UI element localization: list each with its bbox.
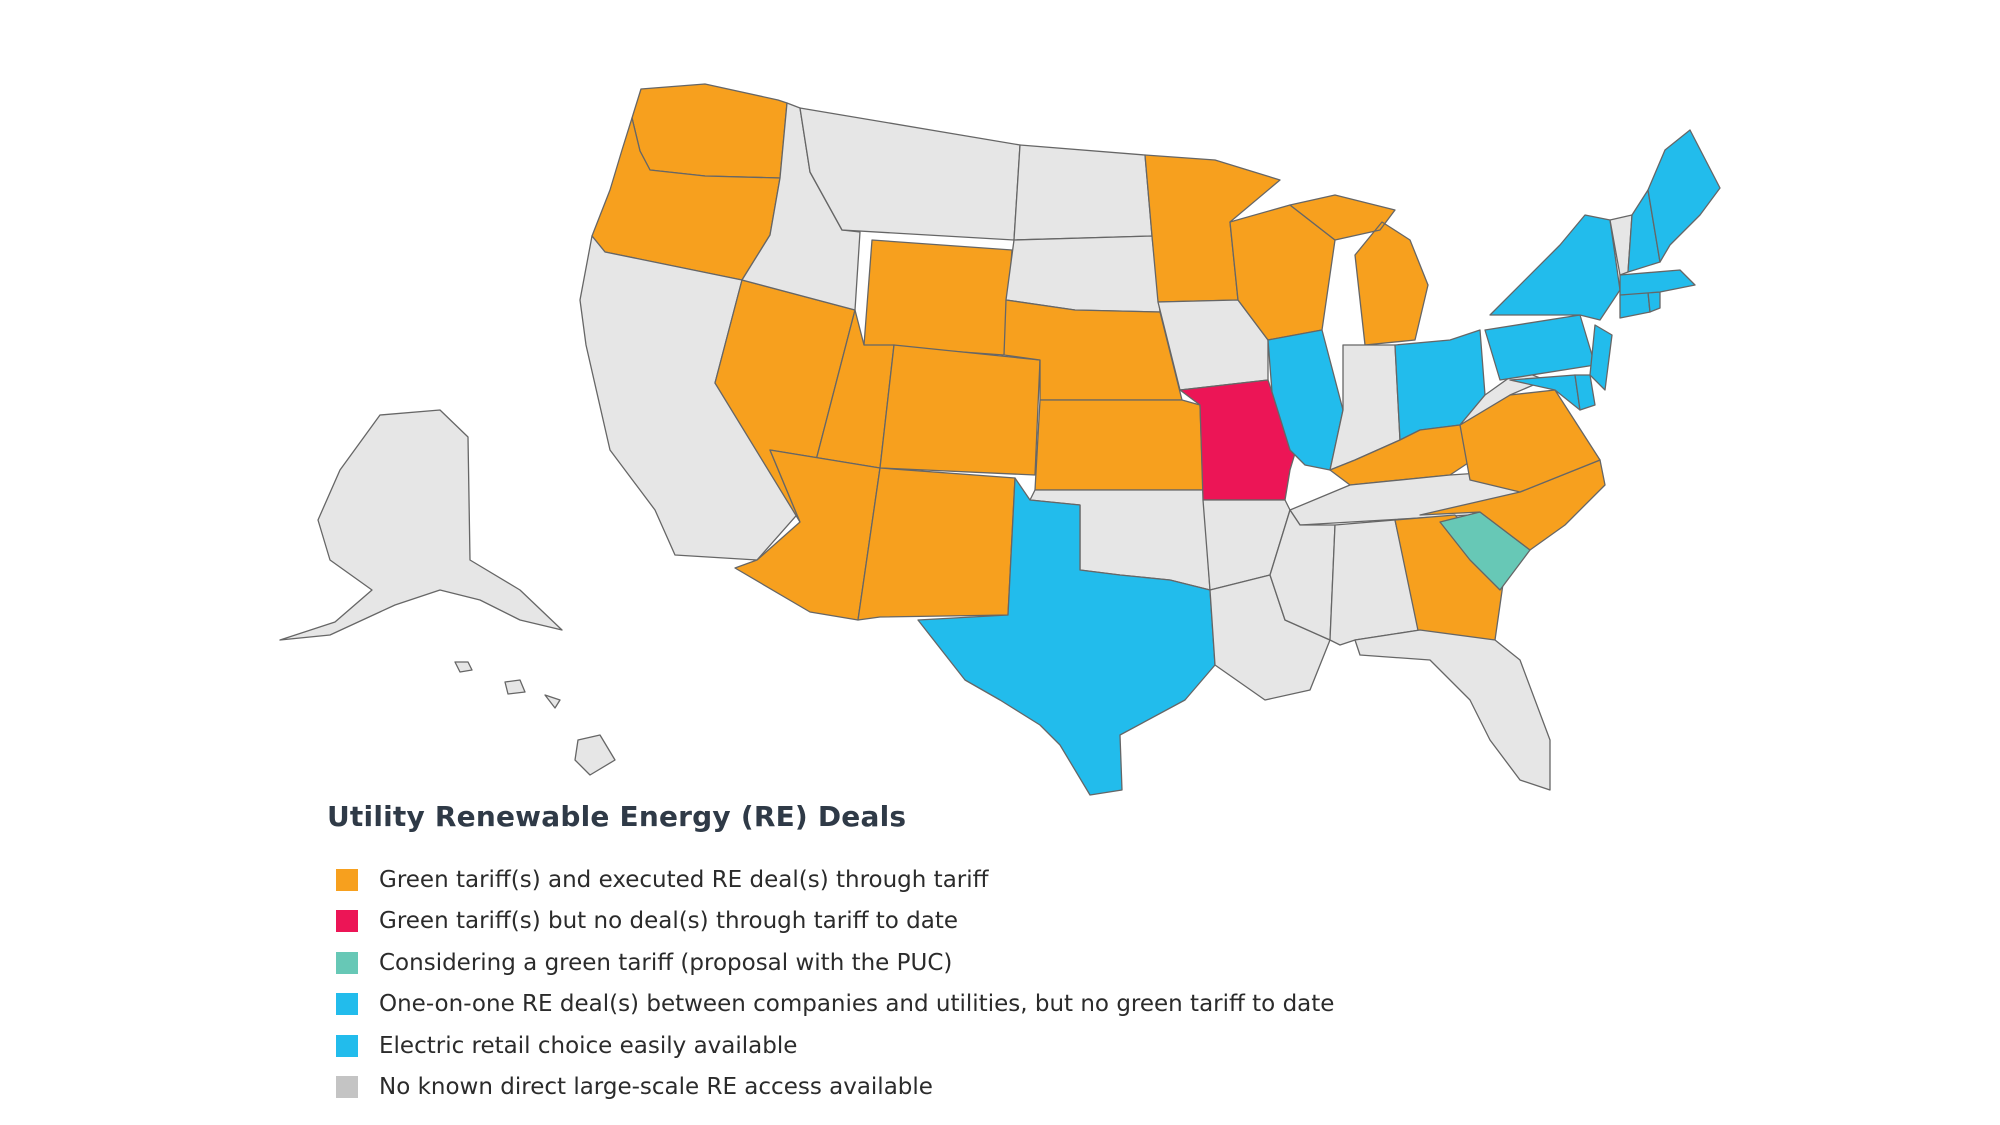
state-nd: [1013, 144, 1153, 241]
state-mt: [799, 107, 1021, 241]
legend-label: Green tariff(s) but no deal(s) through t…: [379, 908, 959, 935]
legend-label: No known direct large-scale RE access av…: [379, 1074, 933, 1101]
state-de: [1574, 374, 1596, 411]
state-wa: [631, 83, 788, 179]
legend-item: Green tariff(s) and executed RE deal(s) …: [327, 859, 1727, 901]
legend-label: Electric retail choice easily available: [379, 1032, 798, 1059]
legend-swatch: [336, 1034, 358, 1057]
legend-item: Green tariff(s) but no deal(s) through t…: [327, 901, 1727, 943]
state-co: [879, 344, 1041, 476]
legend-swatch: [336, 951, 358, 974]
state-hi: [454, 661, 616, 776]
state-mi: [1289, 194, 1429, 346]
state-sc: [1439, 511, 1531, 591]
legend-swatch: [336, 1076, 358, 1099]
legend-item: Considering a green tariff (proposal wit…: [327, 942, 1727, 984]
state-pa: [1484, 314, 1596, 381]
states-layer: [279, 83, 1721, 796]
state-mo: [1179, 379, 1306, 501]
state-nj: [1589, 324, 1613, 391]
legend-item: No known direct large-scale RE access av…: [327, 1067, 1727, 1109]
legend-label: Considering a green tariff (proposal wit…: [379, 949, 953, 976]
state-fl: [1354, 629, 1551, 791]
legend-title: Utility Renewable Energy (RE) Deals: [327, 800, 907, 833]
legend-item: One-on-one RE deal(s) between companies …: [327, 984, 1727, 1026]
state-ma: [1619, 269, 1696, 296]
legend-label: One-on-one RE deal(s) between companies …: [379, 991, 1335, 1018]
legend-label: Green tariff(s) and executed RE deal(s) …: [379, 866, 989, 893]
state-ny: [1489, 214, 1621, 321]
state-me: [1647, 129, 1721, 263]
state-ks: [1034, 399, 1204, 491]
legend-swatch: [336, 993, 358, 1016]
state-tx: [917, 477, 1216, 796]
state-wy: [863, 239, 1013, 356]
state-ca: [579, 235, 811, 561]
legend-item: Electric retail choice easily available: [327, 1025, 1727, 1067]
legend: Utility Renewable Energy (RE) Deals Gree…: [327, 800, 1727, 1108]
state-ri: [1647, 291, 1661, 313]
state-nm: [857, 467, 1016, 621]
state-ia: [1157, 299, 1269, 391]
legend-swatch: [336, 868, 358, 891]
state-ct: [1619, 291, 1651, 319]
legend-swatch: [336, 910, 358, 933]
state-sd: [1005, 235, 1161, 313]
state-il: [1267, 329, 1344, 471]
state-ak: [279, 409, 563, 641]
